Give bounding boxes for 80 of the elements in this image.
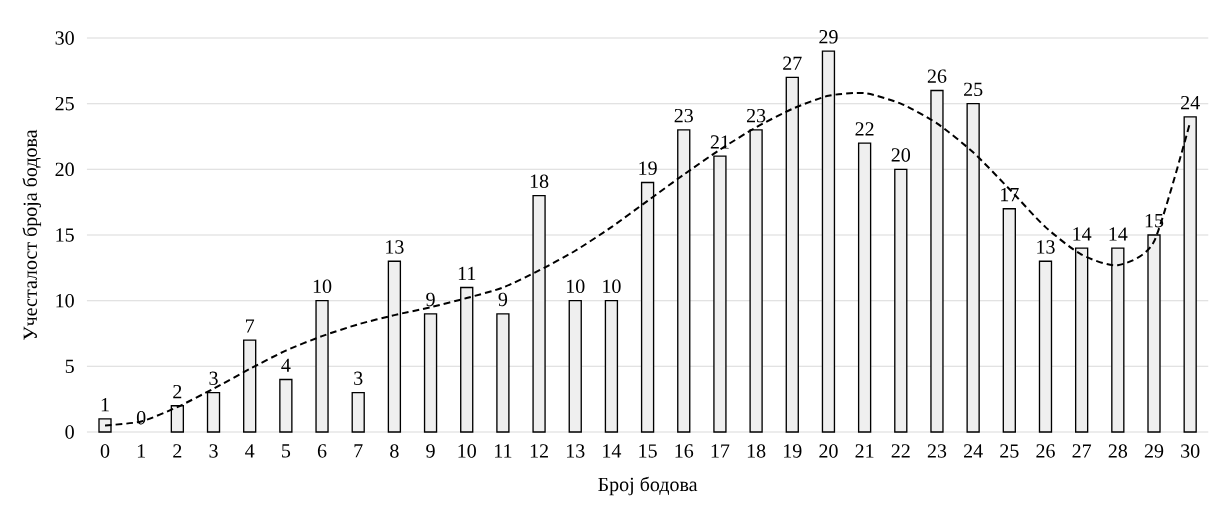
y-tick-label: 20: [55, 162, 74, 177]
data-label: 24: [1181, 95, 1200, 110]
x-tick-label: 18: [747, 444, 766, 458]
y-tick-label: 30: [55, 31, 74, 45]
x-tick-label: 25: [1000, 444, 1019, 458]
y-tick-label: 0: [65, 425, 74, 439]
data-label: 14: [1109, 227, 1128, 241]
data-label: 7: [246, 319, 255, 333]
data-label: 26: [927, 69, 947, 83]
x-tick-label: 6: [317, 444, 327, 458]
y-tick-label: 25: [55, 96, 74, 111]
data-label: 20: [891, 148, 911, 162]
x-tick-label: 0: [100, 444, 110, 458]
bar: [1038, 260, 1053, 433]
data-label: 27: [783, 56, 802, 70]
bar: [279, 378, 293, 433]
bar: [894, 168, 908, 433]
x-tick-label: 7: [354, 444, 363, 458]
bar: [351, 391, 365, 433]
x-tick-label: 2: [173, 444, 182, 458]
data-label: 9: [498, 292, 508, 307]
x-tick-label: 23: [927, 444, 947, 458]
x-tick-label: 19: [784, 444, 802, 458]
x-tick-label: 8: [390, 444, 399, 458]
x-tick-label: 10: [458, 444, 476, 458]
data-label: 13: [1037, 240, 1055, 254]
x-tick-label: 4: [245, 444, 255, 458]
data-label: 2: [173, 384, 182, 399]
data-label: 13: [386, 240, 404, 254]
bar: [857, 142, 872, 433]
x-tick-label: 13: [567, 444, 585, 458]
data-label: 10: [567, 279, 585, 294]
data-label: 10: [603, 279, 621, 294]
data-label: 3: [354, 371, 363, 385]
data-label: 14: [1073, 227, 1092, 241]
y-tick-label: 5: [65, 359, 74, 373]
x-tick-label: 21: [855, 444, 874, 458]
bar: [604, 300, 619, 433]
x-tick-label: 14: [603, 444, 622, 458]
x-tick-label: 27: [1072, 444, 1092, 458]
data-label: 18: [530, 174, 549, 188]
x-tick-label: 3: [209, 444, 218, 458]
x-tick-label: 1: [137, 444, 145, 458]
x-tick-label: 29: [1144, 444, 1164, 458]
x-tick-label: 16: [675, 444, 694, 458]
bar: [423, 313, 438, 433]
data-label: 4: [281, 358, 291, 372]
data-label: 23: [746, 108, 766, 123]
x-tick-label: 15: [639, 444, 657, 458]
data-label: 15: [1145, 214, 1164, 228]
y-axis-title: Учесталост броја бодова: [22, 129, 42, 340]
bar: [1002, 208, 1016, 433]
x-tick-label: 28: [1108, 444, 1128, 458]
x-tick-label: 12: [530, 444, 548, 458]
bar: [496, 313, 510, 433]
data-label: 10: [313, 279, 332, 294]
data-label: 23: [674, 108, 693, 123]
y-tick-label: 10: [56, 293, 74, 308]
x-tick-label: 11: [495, 444, 512, 458]
y-tick-label: 15: [56, 228, 74, 242]
x-tick-label: 9: [426, 444, 435, 458]
data-label: 22: [855, 122, 874, 136]
x-tick-label: 5: [282, 444, 291, 458]
x-tick-label: 24: [964, 444, 983, 458]
bar: [568, 300, 582, 433]
data-label: 11: [458, 266, 476, 280]
data-label: 19: [639, 161, 657, 175]
data-label: 25: [964, 82, 983, 97]
data-label: 9: [426, 292, 435, 307]
x-tick-label: 20: [819, 444, 838, 458]
x-tick-label: 22: [891, 444, 910, 458]
data-label: 17: [1001, 187, 1019, 202]
data-label: 3: [209, 371, 218, 385]
data-label: 29: [819, 30, 838, 44]
data-label: 21: [710, 135, 729, 149]
x-axis-title: Број бодова: [598, 476, 698, 496]
x-tick-label: 17: [711, 444, 730, 458]
x-tick-label: 30: [1181, 444, 1200, 458]
data-label: 1: [101, 398, 109, 412]
x-tick-label: 26: [1036, 444, 1055, 458]
